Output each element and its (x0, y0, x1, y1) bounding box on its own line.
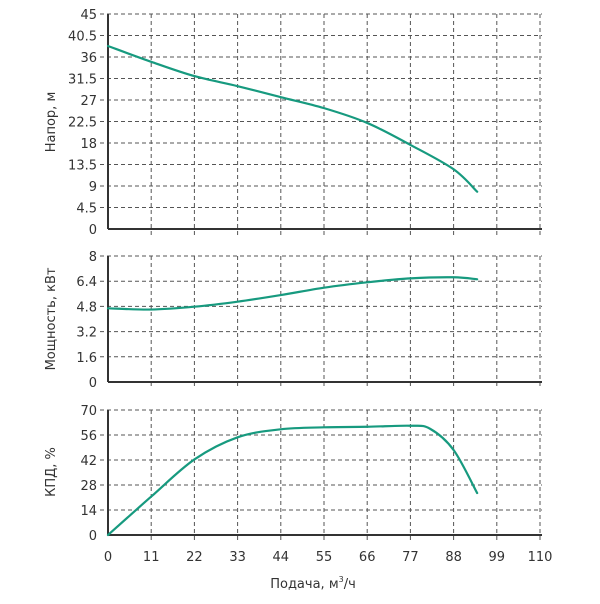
y-tick-label: 0 (89, 376, 97, 391)
x-tick-label: 0 (104, 550, 112, 565)
series-line-power (106, 276, 479, 311)
x-tick-label: 55 (316, 550, 333, 565)
x-tick-label: 44 (273, 550, 290, 565)
x-tick-label: 77 (402, 550, 419, 565)
x-tick-label: 88 (445, 550, 462, 565)
y-tick-label: 28 (80, 479, 97, 494)
y-tick-label: 42 (80, 454, 97, 469)
y-tick-label: 18 (80, 137, 97, 152)
y-tick-label: 1.6 (76, 351, 97, 366)
y-tick-label: 40.5 (68, 30, 97, 45)
y-tick-label: 9 (89, 180, 97, 195)
y-tick-label: 0 (89, 223, 97, 238)
y-tick-label: 45 (80, 8, 97, 23)
x-axis-label-sup: 3 (339, 575, 344, 584)
y-axis-label-power: Мощность, кВт (44, 267, 59, 370)
y-tick-label: 13.5 (68, 159, 97, 174)
y-axis-label-efficiency: КПД, % (44, 447, 59, 497)
x-tick-label: 33 (229, 550, 246, 565)
y-tick-label: 36 (80, 51, 97, 66)
panel-power: 0 1.6 3.2 4.8 6.4 8 Мощность, кВт (44, 250, 542, 391)
y-tick-label: 8 (89, 250, 97, 265)
panel-head: 0 4.5 9 13.5 18 22.5 27 31.5 36 40.5 45 Напор, м (44, 8, 542, 238)
y-tick-label: 6.4 (76, 275, 97, 290)
y-tick-label: 4.5 (76, 202, 97, 217)
series-line-efficiency (106, 424, 479, 537)
x-tick-label: 11 (143, 550, 160, 565)
y-tick-label: 3.2 (76, 326, 97, 341)
x-axis-label-main: Подача, м (270, 577, 338, 592)
y-tick-label: 4.8 (76, 300, 97, 315)
y-tick-label: 14 (80, 504, 97, 519)
x-axis-label: Подача, м3/ч (270, 575, 356, 592)
x-tick-label: 99 (489, 550, 506, 565)
x-tick-label: 66 (359, 550, 376, 565)
y-tick-label: 0 (89, 529, 97, 544)
y-tick-label: 22.5 (68, 116, 97, 131)
y-axis-label-head: Напор, м (44, 92, 59, 153)
panel-efficiency: 0 14 28 42 56 70 КПД, % (44, 404, 542, 544)
y-tick-label: 70 (80, 404, 97, 419)
y-tick-label: 27 (80, 94, 97, 109)
y-tick-label: 56 (80, 429, 97, 444)
y-tick-label: 31.5 (68, 73, 97, 88)
x-axis-label-tail: /ч (344, 577, 356, 592)
series-line-head (106, 44, 479, 193)
x-tick-label: 22 (186, 550, 203, 565)
x-tick-label: 110 (528, 550, 553, 565)
